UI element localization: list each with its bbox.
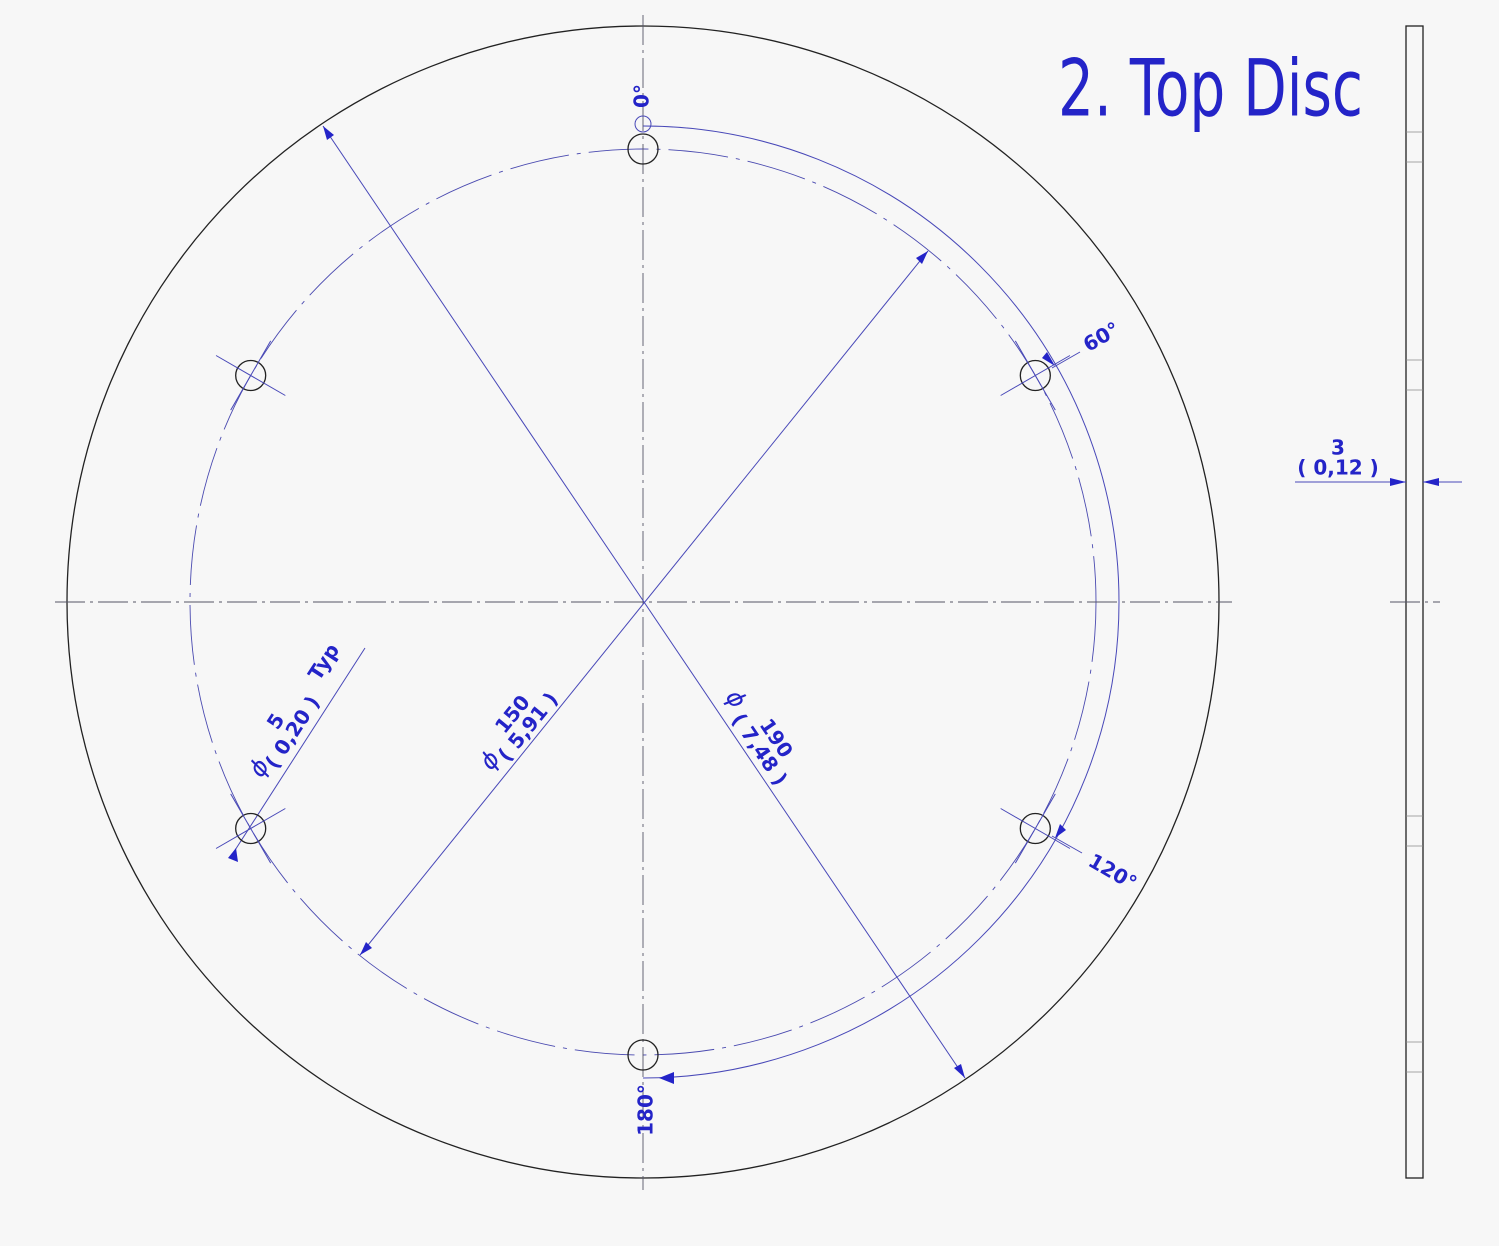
arrow [1390,478,1406,486]
dimension-value: 3 [1331,436,1345,460]
geometry [55,15,1462,1190]
hole-cross [230,340,272,411]
thickness-dimension: 3 ( 0,12 ) [1297,436,1379,480]
hole [235,359,267,392]
angle-arc [642,125,1120,1079]
title: 2. Top Disc [1058,44,1363,134]
hole-cross [1014,340,1056,411]
arrow [916,251,928,264]
arc-origin [634,115,652,133]
angle-label: 180° [634,1084,658,1136]
arrow [323,126,334,140]
arrow [228,848,238,862]
arrow [360,942,372,955]
dimension-line [229,647,366,859]
arrow [1055,824,1066,838]
dimension-line [359,250,929,956]
dimension-line [322,125,966,1079]
hole [1019,812,1051,845]
angle-label: 0° [630,84,654,108]
hole [627,133,659,165]
arrow [1423,478,1439,486]
hole [627,1039,659,1071]
leader [1051,835,1083,854]
arrow [1042,352,1055,366]
arrow [954,1064,965,1078]
arrow [659,1072,674,1084]
dimension-alt: ( 0,12 ) [1297,456,1379,480]
hole-cross [230,793,272,864]
leader [1051,351,1081,369]
hole [1019,359,1051,392]
hole-cross [1014,793,1056,864]
hole [235,812,267,845]
